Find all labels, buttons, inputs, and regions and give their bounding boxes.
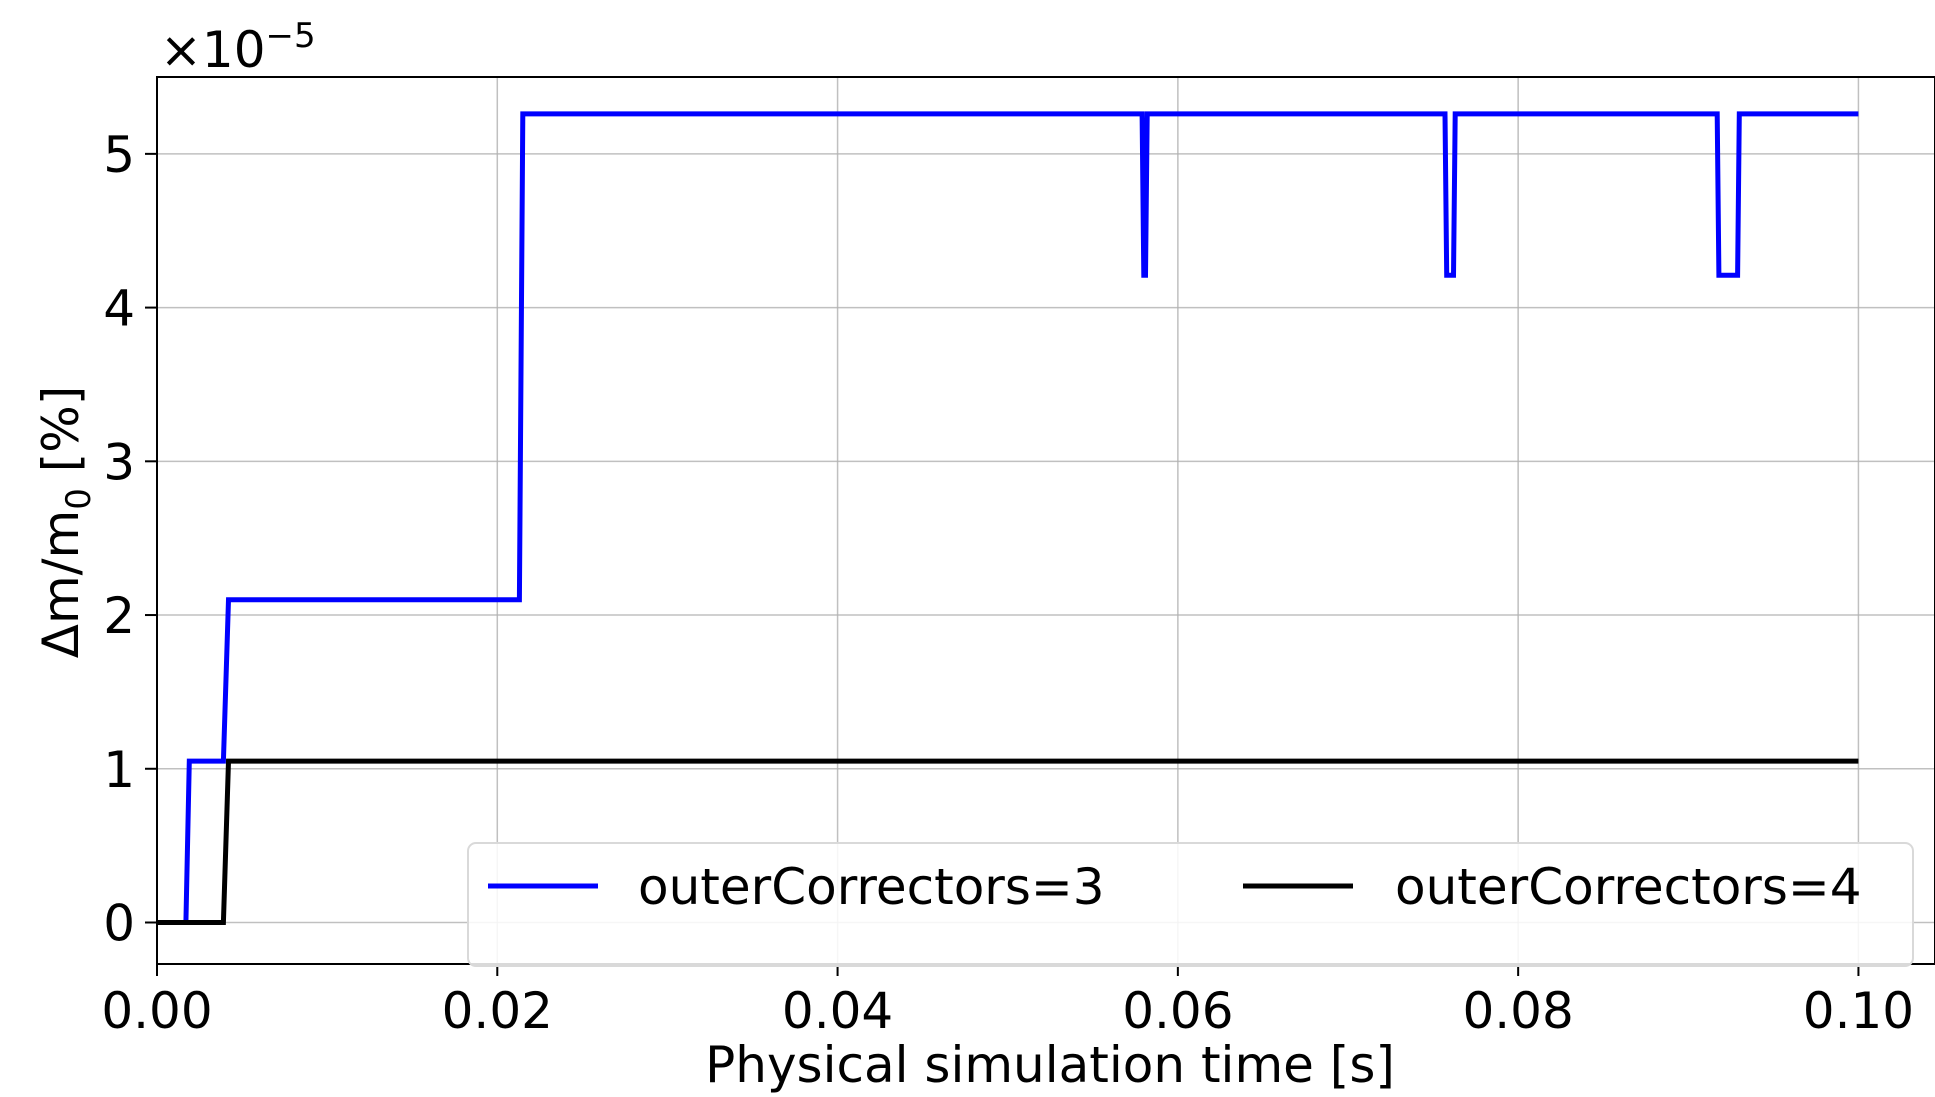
y-tick-label: 3 (103, 433, 135, 491)
y-axis-label-subscript: 0 (59, 488, 99, 510)
y-tick-label: 0 (103, 894, 135, 952)
y-tick-label: 1 (103, 741, 135, 799)
x-tick-label: 0.10 (1803, 982, 1914, 1040)
x-tick-label: 0.04 (782, 982, 893, 1040)
y-axis-label: Δm/m0 [%] (32, 386, 99, 659)
plot-frame (156, 76, 1935, 965)
y-axis-multiplier-exponent: −5 (266, 16, 316, 56)
series-line-2 (157, 758, 1859, 925)
x-tick-label: 0.00 (101, 982, 212, 1040)
legend-box (467, 842, 1914, 967)
x-tick-label: 0.06 (1122, 982, 1233, 1040)
grid (156, 77, 1935, 964)
series-layer (157, 111, 1859, 925)
series-line-1 (157, 111, 1859, 925)
legend-entry-series-2: outerCorrectors=4 (1395, 858, 1862, 916)
x-tick-label: 0.08 (1462, 982, 1573, 1040)
y-axis-multiplier-base: ×10 (160, 21, 266, 79)
y-tick-label: 4 (103, 280, 135, 338)
y-axis-label-unit: [%] (32, 386, 90, 488)
y-axis-multiplier: ×10−5 (160, 16, 316, 79)
x-tick-label: 0.02 (442, 982, 553, 1040)
legend-entry-series-1: outerCorrectors=3 (638, 858, 1105, 916)
legend: outerCorrectors=3 outerCorrectors=4 (467, 842, 1914, 967)
y-axis-ticks: 0 1 2 3 4 5 (103, 126, 157, 952)
y-tick-label: 2 (103, 587, 135, 645)
x-axis-label: Physical simulation time [s] (705, 1036, 1395, 1094)
x-axis-ticks: 0.00 0.02 0.04 0.06 0.08 0.10 (101, 964, 1914, 1040)
y-axis-label-main: Δm/m (32, 510, 90, 658)
y-tick-label: 5 (103, 126, 135, 184)
